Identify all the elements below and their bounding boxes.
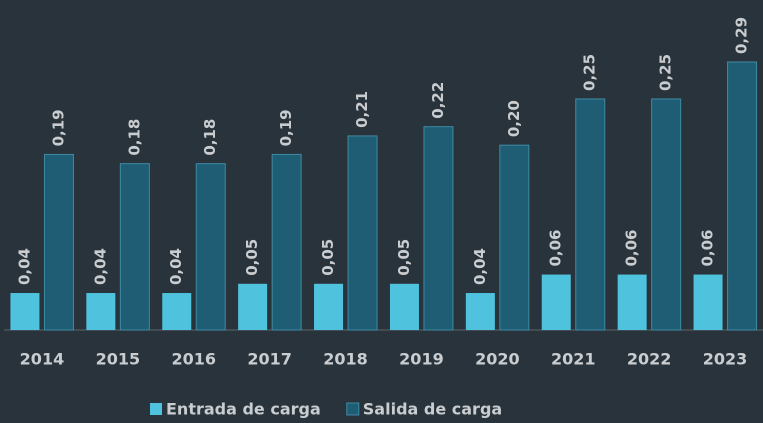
- x-tick-label: 2014: [20, 350, 65, 369]
- bar: [727, 61, 758, 331]
- data-label: 0,22: [429, 82, 447, 119]
- data-label: 0,25: [657, 54, 675, 91]
- x-tick-label: 2019: [399, 350, 444, 369]
- bar: [389, 283, 419, 330]
- legend-label: Entrada de carga: [166, 400, 321, 419]
- data-label: 0,19: [49, 109, 67, 146]
- legend-label: Salida de carga: [363, 400, 502, 419]
- bar: [465, 293, 495, 330]
- x-tick-label: 2017: [247, 350, 292, 369]
- data-label: 0,25: [581, 54, 599, 91]
- data-label: 0,05: [395, 239, 413, 276]
- x-tick-label: 2016: [171, 350, 216, 369]
- data-label: 0,06: [623, 230, 641, 267]
- data-label: 0,06: [547, 230, 565, 267]
- x-tick-label: 2021: [551, 350, 596, 369]
- data-label: 0,06: [699, 230, 717, 267]
- bar: [651, 98, 682, 331]
- data-label: 0,04: [91, 248, 109, 285]
- bar: [575, 98, 606, 331]
- bar: [195, 163, 226, 331]
- x-tick-label: 2020: [475, 350, 520, 369]
- bar: [238, 283, 268, 330]
- data-label: 0,29: [733, 17, 751, 54]
- bar: [617, 274, 647, 330]
- data-label: 0,20: [505, 100, 523, 137]
- data-label: 0,04: [471, 248, 489, 285]
- data-label: 0,05: [243, 239, 261, 276]
- data-label: 0,18: [201, 119, 219, 156]
- bar: [10, 293, 40, 330]
- data-label: 0,05: [319, 239, 337, 276]
- bar: [693, 274, 723, 330]
- data-label: 0,19: [277, 109, 295, 146]
- data-label: 0,18: [125, 119, 143, 156]
- bar: [119, 163, 150, 331]
- data-label: 0,04: [167, 248, 185, 285]
- x-tick-label: 2023: [703, 350, 748, 369]
- bar: [347, 135, 378, 331]
- bar: [271, 153, 302, 331]
- legend-swatch: [150, 403, 162, 415]
- bar: [541, 274, 571, 330]
- x-tick-label: 2018: [323, 350, 368, 369]
- bar: [86, 293, 116, 330]
- bar: [423, 126, 454, 331]
- x-tick-label: 2015: [96, 350, 141, 369]
- x-tick-label: 2022: [627, 350, 672, 369]
- data-label: 0,21: [353, 91, 371, 128]
- bar: [43, 153, 74, 331]
- legend-swatch: [346, 402, 360, 416]
- bar: [314, 283, 344, 330]
- bar: [499, 144, 530, 331]
- data-label: 0,04: [15, 248, 33, 285]
- bar: [162, 293, 192, 330]
